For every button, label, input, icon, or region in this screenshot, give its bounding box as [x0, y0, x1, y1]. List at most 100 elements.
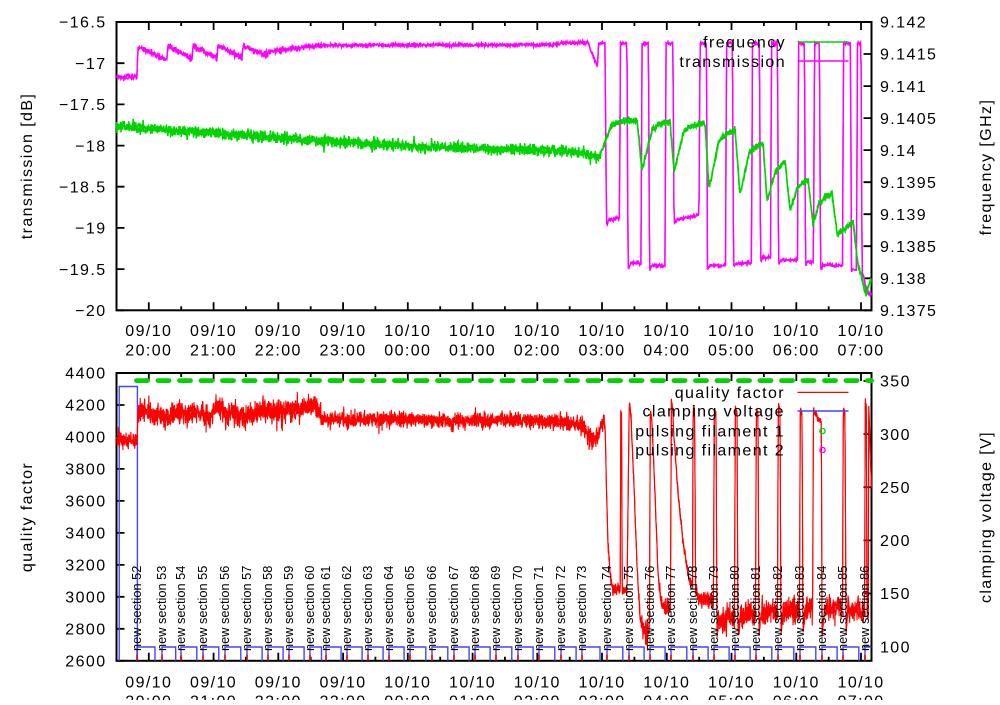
svg-text:new section 66: new section 66 — [424, 566, 439, 651]
svg-text:20:00: 20:00 — [125, 342, 172, 359]
svg-text:new section 86: new section 86 — [857, 566, 872, 651]
svg-text:10/10: 10/10 — [449, 674, 496, 691]
svg-text:quality factor: quality factor — [675, 385, 785, 402]
svg-text:9.142: 9.142 — [880, 15, 927, 32]
svg-text:−17: −17 — [75, 56, 106, 73]
svg-text:−18.5: −18.5 — [59, 179, 106, 196]
svg-text:09/10: 09/10 — [190, 674, 237, 691]
svg-text:new section 69: new section 69 — [488, 566, 503, 651]
svg-text:01:00: 01:00 — [449, 342, 496, 359]
svg-text:05:00: 05:00 — [708, 342, 755, 359]
svg-text:clamping voltage: clamping voltage — [643, 404, 785, 421]
svg-text:−16.5: −16.5 — [59, 15, 106, 32]
svg-text:07:00: 07:00 — [838, 693, 885, 700]
svg-text:new section 84: new section 84 — [814, 566, 829, 651]
svg-text:10/10: 10/10 — [384, 674, 431, 691]
svg-text:10/10: 10/10 — [773, 323, 820, 340]
svg-text:new section 68: new section 68 — [467, 566, 482, 651]
svg-text:new section 75: new section 75 — [621, 566, 636, 651]
svg-text:new section 55: new section 55 — [195, 566, 210, 651]
svg-text:2800: 2800 — [65, 622, 106, 639]
svg-text:10/10: 10/10 — [579, 674, 626, 691]
svg-text:06:00: 06:00 — [773, 693, 820, 700]
svg-text:10/10: 10/10 — [449, 323, 496, 340]
svg-text:−20: −20 — [75, 303, 106, 320]
svg-text:23:00: 23:00 — [320, 693, 367, 700]
svg-text:4400: 4400 — [65, 366, 106, 383]
svg-text:new section 73: new section 73 — [574, 566, 589, 651]
svg-text:new section 63: new section 63 — [360, 566, 375, 651]
svg-text:3400: 3400 — [65, 526, 106, 543]
svg-text:new section 79: new section 79 — [706, 566, 721, 651]
svg-text:3200: 3200 — [65, 558, 106, 575]
svg-text:9.14: 9.14 — [880, 143, 917, 160]
svg-text:9.1415: 9.1415 — [880, 47, 937, 64]
svg-text:new section 74: new section 74 — [599, 566, 614, 651]
svg-text:2600: 2600 — [65, 654, 106, 671]
svg-text:−19.5: −19.5 — [59, 262, 106, 279]
svg-text:03:00: 03:00 — [579, 693, 626, 700]
svg-text:10/10: 10/10 — [643, 674, 690, 691]
svg-text:02:00: 02:00 — [514, 693, 561, 700]
svg-text:10/10: 10/10 — [514, 674, 561, 691]
svg-text:4200: 4200 — [65, 398, 106, 415]
svg-text:new section 82: new section 82 — [770, 566, 785, 651]
svg-text:22:00: 22:00 — [255, 342, 302, 359]
svg-text:3600: 3600 — [65, 494, 106, 511]
svg-text:frequency: frequency — [703, 35, 786, 52]
svg-text:new section 53: new section 53 — [154, 566, 169, 651]
svg-text:new section 85: new section 85 — [835, 566, 850, 651]
svg-text:23:00: 23:00 — [320, 342, 367, 359]
svg-text:22:00: 22:00 — [255, 693, 302, 700]
svg-text:3800: 3800 — [65, 462, 106, 479]
svg-text:02:00: 02:00 — [514, 342, 561, 359]
svg-text:9.139: 9.139 — [880, 207, 927, 224]
svg-text:05:00: 05:00 — [708, 693, 755, 700]
svg-text:09/10: 09/10 — [320, 674, 367, 691]
svg-text:new section 65: new section 65 — [402, 566, 417, 651]
svg-text:9.1385: 9.1385 — [880, 239, 937, 256]
svg-text:10/10: 10/10 — [514, 323, 561, 340]
svg-text:10/10: 10/10 — [838, 674, 885, 691]
svg-text:09/10: 09/10 — [255, 674, 302, 691]
svg-text:new section 70: new section 70 — [510, 566, 525, 651]
svg-text:04:00: 04:00 — [643, 693, 690, 700]
svg-text:03:00: 03:00 — [579, 342, 626, 359]
svg-text:−18: −18 — [75, 138, 106, 155]
svg-text:9.141: 9.141 — [880, 79, 927, 96]
svg-text:transmission: transmission — [679, 54, 786, 71]
svg-text:new section 81: new section 81 — [748, 566, 763, 651]
svg-text:new section 67: new section 67 — [446, 566, 461, 651]
svg-text:09/10: 09/10 — [255, 323, 302, 340]
svg-text:new section 77: new section 77 — [663, 566, 678, 651]
svg-text:20:00: 20:00 — [125, 693, 172, 700]
svg-text:−19: −19 — [75, 221, 106, 238]
svg-text:00:00: 00:00 — [384, 342, 431, 359]
svg-text:new section 76: new section 76 — [642, 566, 657, 651]
svg-text:new section 52: new section 52 — [129, 566, 144, 651]
svg-text:9.138: 9.138 — [880, 271, 927, 288]
svg-text:new section 61: new section 61 — [318, 566, 333, 651]
svg-text:new section 72: new section 72 — [553, 566, 568, 651]
svg-text:10/10: 10/10 — [643, 323, 690, 340]
svg-text:21:00: 21:00 — [190, 693, 237, 700]
svg-text:09/10: 09/10 — [125, 674, 172, 691]
svg-text:150: 150 — [880, 586, 911, 603]
svg-text:4000: 4000 — [65, 430, 106, 447]
svg-text:9.1375: 9.1375 — [880, 303, 937, 320]
svg-text:10/10: 10/10 — [838, 323, 885, 340]
svg-text:new section 57: new section 57 — [239, 566, 254, 651]
svg-text:10/10: 10/10 — [708, 323, 755, 340]
svg-text:new section 58: new section 58 — [260, 566, 275, 651]
svg-text:new section 60: new section 60 — [302, 566, 317, 651]
svg-text:new section 54: new section 54 — [173, 566, 188, 651]
svg-text:09/10: 09/10 — [125, 323, 172, 340]
svg-text:new section 56: new section 56 — [217, 566, 232, 651]
svg-text:pulsing filament 2: pulsing filament 2 — [635, 443, 785, 460]
svg-text:transmission [dB]: transmission [dB] — [19, 93, 36, 240]
svg-text:01:00: 01:00 — [449, 693, 496, 700]
svg-text:new section 83: new section 83 — [792, 566, 807, 651]
svg-text:09/10: 09/10 — [190, 323, 237, 340]
svg-text:new section 62: new section 62 — [339, 566, 354, 651]
svg-text:9.1395: 9.1395 — [880, 175, 937, 192]
